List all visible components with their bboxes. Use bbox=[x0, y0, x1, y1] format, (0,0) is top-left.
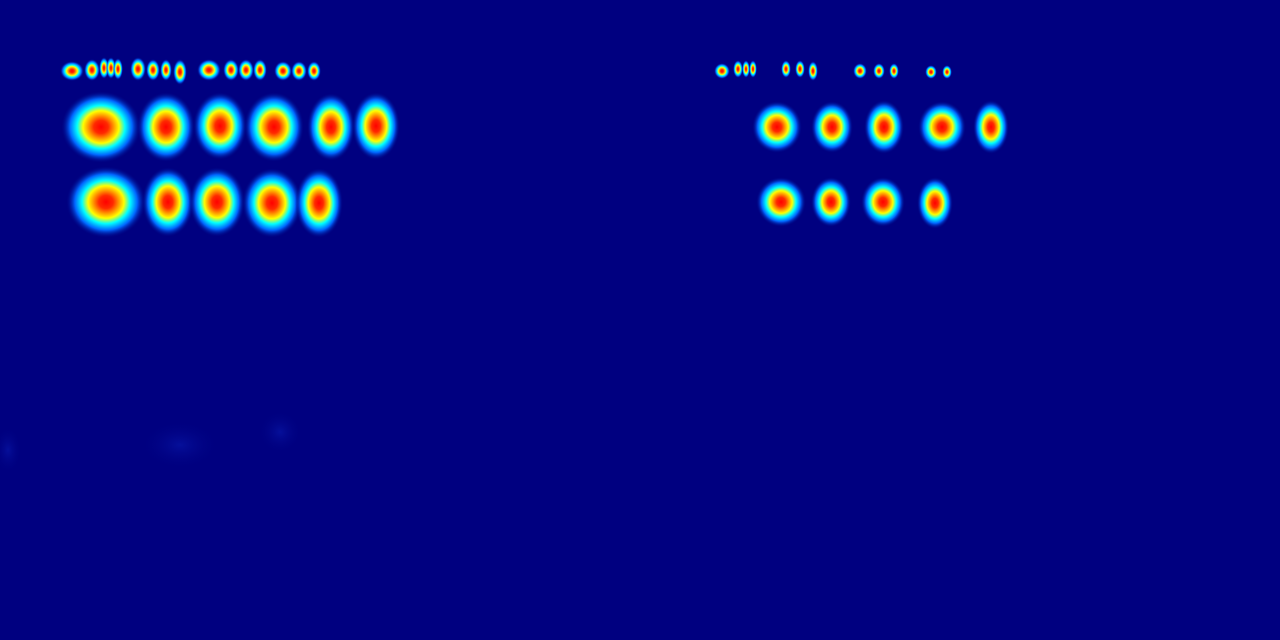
hotspot-small bbox=[795, 60, 805, 78]
hotspot-large bbox=[61, 91, 141, 163]
faint-noise-group bbox=[0, 410, 302, 474]
hotspot-small bbox=[274, 61, 292, 81]
hotspot-large bbox=[811, 177, 851, 227]
hotspot-large bbox=[307, 93, 355, 161]
left-top-small-row bbox=[60, 57, 321, 85]
right-top-small-row bbox=[714, 60, 952, 81]
hotspot-large bbox=[756, 177, 806, 227]
hotspot-small bbox=[146, 59, 160, 81]
hotspot-small bbox=[84, 59, 100, 81]
left-panel bbox=[60, 57, 400, 238]
right-large-row-1 bbox=[752, 100, 1009, 154]
hotspot-small bbox=[942, 65, 952, 79]
hotspot-small bbox=[889, 63, 899, 79]
hotspot-small bbox=[160, 59, 172, 81]
faint-smudge bbox=[140, 420, 220, 470]
hotspot-large bbox=[66, 166, 146, 238]
hotspot-small bbox=[781, 60, 791, 78]
hotspot-small bbox=[808, 61, 818, 81]
hotspot-small bbox=[853, 63, 867, 79]
hotspot-large bbox=[352, 92, 400, 160]
right-large-row-2 bbox=[756, 177, 953, 229]
hotspot-large bbox=[811, 101, 853, 153]
hotspot-large bbox=[917, 177, 953, 229]
hotspot-large bbox=[193, 92, 247, 160]
hotspot-large bbox=[242, 168, 302, 238]
hotspot-small bbox=[99, 57, 109, 79]
hotspot-large bbox=[295, 168, 343, 238]
hotspot-small bbox=[60, 61, 84, 81]
hotspot-small bbox=[749, 60, 757, 78]
faint-smudge bbox=[258, 410, 302, 454]
left-large-row-2 bbox=[66, 166, 343, 238]
hotspot-small bbox=[238, 59, 254, 81]
hotspot-small bbox=[307, 61, 321, 81]
left-large-row-1 bbox=[61, 91, 400, 163]
hotspot-large bbox=[973, 100, 1009, 154]
right-panel bbox=[714, 60, 1009, 229]
hotspot-small bbox=[873, 63, 885, 79]
hotspot-small bbox=[130, 57, 146, 81]
hotspot-large bbox=[864, 100, 904, 154]
hotspot-large bbox=[142, 167, 194, 237]
faint-smudge bbox=[0, 426, 22, 474]
hotspot-small bbox=[291, 61, 307, 81]
hotspot-small bbox=[113, 58, 123, 80]
hotspot-large bbox=[137, 92, 195, 162]
hotspot-large bbox=[189, 167, 245, 237]
hotspot-large bbox=[861, 177, 905, 227]
hotspot-small bbox=[714, 63, 730, 79]
hotspot-large bbox=[752, 101, 802, 153]
hotspot-large bbox=[244, 92, 304, 162]
hotspot-small bbox=[733, 60, 743, 78]
hotspot-small bbox=[173, 59, 187, 85]
hotspot-small bbox=[253, 59, 267, 81]
hotspot-small bbox=[223, 59, 239, 81]
hotspot-small bbox=[742, 60, 750, 78]
hotspot-small bbox=[925, 65, 937, 79]
hotspot-large bbox=[918, 101, 966, 153]
hotspot-small bbox=[197, 59, 221, 81]
